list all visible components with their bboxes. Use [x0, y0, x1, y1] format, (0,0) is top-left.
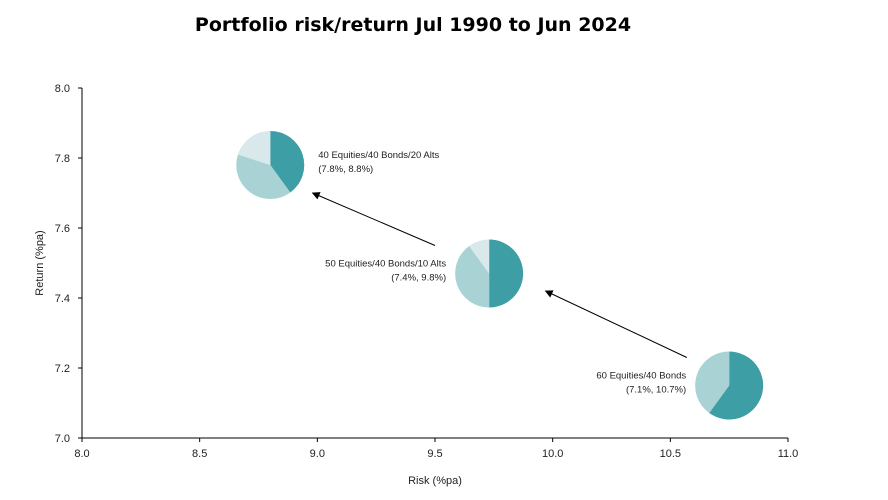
- y-tick-label: 7.0: [55, 433, 70, 445]
- pie-slice-bonds: [236, 154, 291, 200]
- pie-slice-alts: [469, 239, 490, 274]
- pie-slice-equities: [489, 239, 524, 308]
- x-tick-label: 9.5: [427, 448, 442, 460]
- x-tick-label: 10.5: [660, 448, 681, 460]
- y-tick-label: 7.4: [55, 293, 70, 305]
- x-tick-label: 9.0: [310, 448, 325, 460]
- y-axis-title: Return (%pa): [34, 230, 46, 295]
- point-label-name: 40 Equities/40 Bonds/20 Alts: [318, 150, 439, 161]
- allocation-pie: [236, 131, 305, 200]
- point-label-name: 50 Equities/40 Bonds/10 Alts: [325, 259, 446, 270]
- allocation-pie: [455, 239, 524, 308]
- pie-slice-bonds: [695, 351, 730, 414]
- y-tick-label: 7.8: [55, 153, 70, 165]
- transition-arrow: [311, 192, 436, 246]
- pie-slice-bonds: [455, 245, 490, 308]
- point-label-name: 60 Equities/40 Bonds: [596, 371, 686, 382]
- point-label-values: (7.8%, 8.8%): [318, 164, 373, 175]
- x-tick-label: 11.0: [778, 448, 799, 460]
- y-tick-label: 7.2: [55, 363, 70, 375]
- pie-slice-alts: [237, 131, 271, 165]
- transition-arrow: [544, 290, 688, 358]
- allocation-pie: [695, 351, 764, 420]
- y-tick-label: 7.6: [55, 223, 70, 235]
- x-tick-label: 8.0: [74, 448, 89, 460]
- x-axis-title: Risk (%pa): [408, 475, 462, 487]
- x-tick-label: 10.0: [542, 448, 563, 460]
- y-tick-label: 8.0: [55, 83, 70, 95]
- pie-slice-equities: [270, 131, 305, 193]
- x-tick-label: 8.5: [192, 448, 207, 460]
- point-label-values: (7.4%, 9.8%): [391, 273, 446, 284]
- point-label-values: (7.1%, 10.7%): [626, 385, 686, 396]
- pie-slice-equities: [709, 351, 764, 420]
- chart-title: Portfolio risk/return Jul 1990 to Jun 20…: [194, 14, 632, 36]
